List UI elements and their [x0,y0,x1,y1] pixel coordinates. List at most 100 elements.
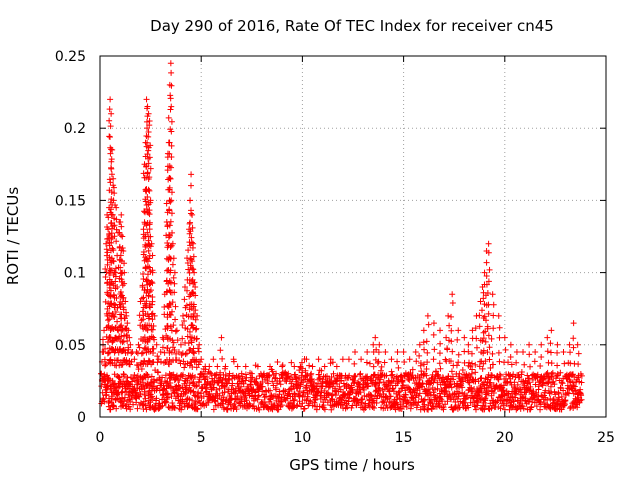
data-point [147,197,154,204]
data-point [149,316,156,323]
data-point [229,382,236,389]
data-point [166,232,173,239]
data-point [138,365,145,372]
data-point [143,118,150,125]
data-point [138,350,145,357]
data-point [551,388,558,395]
data-point [120,294,127,301]
data-point [359,396,366,403]
data-point [130,401,137,408]
data-point [388,356,395,363]
data-point [490,361,497,368]
data-point [207,382,214,389]
data-point [338,377,345,384]
data-point [296,388,303,395]
data-point [154,353,161,360]
data-point [558,379,565,386]
data-point [484,390,491,397]
data-point [443,334,450,341]
data-point [424,359,431,366]
data-point [266,373,273,380]
data-point [288,386,295,393]
data-point [516,385,523,392]
data-point [370,363,377,370]
data-point [277,381,284,388]
data-point [193,356,200,363]
data-point [169,299,176,306]
data-point [416,352,423,359]
data-point [423,338,430,345]
data-point [166,174,173,181]
data-point [575,350,582,357]
data-point [539,379,546,386]
data-point [550,395,557,402]
data-point [376,341,383,348]
data-point [435,401,442,408]
data-point [141,358,148,365]
data-point [250,402,257,409]
data-point [179,321,186,328]
data-point [424,312,431,319]
data-point [571,383,578,390]
data-point [100,348,107,355]
data-point [166,300,173,307]
data-point [449,291,456,298]
data-point [167,218,174,225]
data-point [123,312,130,319]
data-point [98,383,105,390]
data-point [357,370,364,377]
data-point [151,336,158,343]
data-point [145,186,152,193]
data-point [108,110,115,117]
data-point [173,372,180,379]
data-point [406,385,413,392]
data-point [139,401,146,408]
x-tick-label: 15 [395,430,413,446]
data-point [105,214,112,221]
data-point [370,341,377,348]
data-point [264,404,271,411]
data-point [484,289,491,296]
data-point [436,360,443,367]
data-point [303,356,310,363]
data-point [560,349,567,356]
data-point [442,401,449,408]
data-point [164,288,171,295]
data-point [145,335,152,342]
data-point [192,326,199,333]
data-point [469,366,476,373]
data-point [465,362,472,369]
data-point [544,348,551,355]
data-point [98,370,105,377]
data-point [126,334,133,341]
data-point [107,150,114,157]
data-point [554,349,561,356]
data-point [312,396,319,403]
data-point [160,359,167,366]
data-point [327,356,334,363]
data-point [480,335,487,342]
data-point [485,278,492,285]
data-point [526,351,533,358]
data-point [109,146,116,153]
data-point [425,392,432,399]
data-point [151,406,158,413]
data-point [166,207,173,214]
data-point [206,369,213,376]
data-point [402,391,409,398]
data-point [146,174,153,181]
data-point [478,389,485,396]
data-point [472,325,479,332]
data-point [449,300,456,307]
data-point [146,211,153,218]
data-point [485,249,492,256]
plot-frame [99,55,607,418]
data-point [143,206,150,213]
data-point [182,284,189,291]
data-point [167,379,174,386]
data-point [166,184,173,191]
data-point [495,375,502,382]
data-point [291,396,298,403]
data-point [127,341,134,348]
data-point [145,110,152,117]
